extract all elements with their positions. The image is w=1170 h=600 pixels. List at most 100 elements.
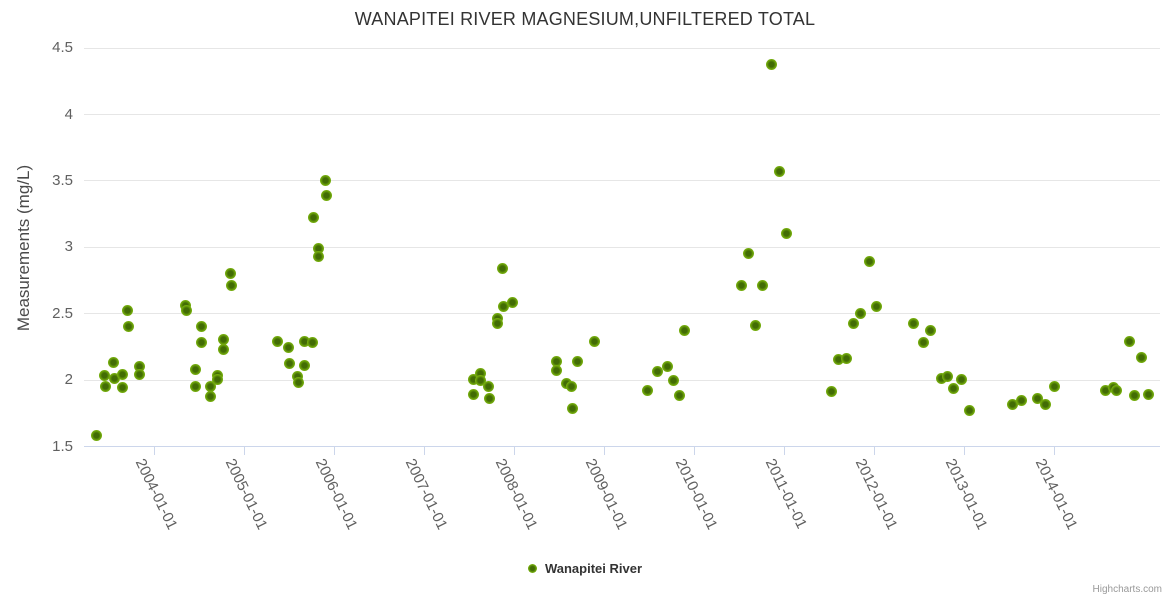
- data-point[interactable]: [189, 363, 201, 375]
- data-point[interactable]: [133, 360, 145, 372]
- legend-series-label[interactable]: Wanapitei River: [544, 561, 643, 576]
- data-point[interactable]: [272, 335, 284, 347]
- data-point[interactable]: [299, 359, 310, 371]
- data-point[interactable]: [117, 382, 129, 394]
- data-point[interactable]: [781, 228, 792, 239]
- data-point[interactable]: [907, 318, 919, 330]
- data-point[interactable]: [1016, 395, 1028, 407]
- data-point[interactable]: [661, 360, 673, 372]
- data-point[interactable]: [947, 383, 959, 395]
- x-axis-label: 2011-01-01: [761, 456, 811, 532]
- data-point[interactable]: [497, 301, 509, 313]
- data-point[interactable]: [98, 370, 110, 382]
- data-point[interactable]: [1032, 392, 1044, 404]
- data-point[interactable]: [1099, 384, 1111, 396]
- data-point[interactable]: [483, 392, 495, 404]
- data-point[interactable]: [189, 380, 201, 392]
- data-point[interactable]: [963, 404, 975, 416]
- y-axis-label: 4.5: [52, 39, 73, 57]
- data-point[interactable]: [225, 267, 237, 279]
- data-point[interactable]: [566, 403, 578, 415]
- data-point[interactable]: [507, 297, 519, 309]
- data-point[interactable]: [196, 336, 207, 348]
- data-point[interactable]: [766, 59, 777, 71]
- data-point[interactable]: [572, 355, 584, 367]
- data-point[interactable]: [1123, 335, 1135, 347]
- data-point[interactable]: [550, 355, 562, 367]
- data-point[interactable]: [123, 321, 135, 332]
- data-point[interactable]: [204, 391, 216, 403]
- data-point[interactable]: [180, 305, 192, 316]
- data-point[interactable]: [749, 319, 761, 331]
- data-point[interactable]: [320, 189, 332, 201]
- data-point[interactable]: [1136, 351, 1148, 363]
- data-point[interactable]: [90, 429, 102, 441]
- data-point[interactable]: [863, 255, 875, 267]
- data-point[interactable]: [134, 368, 146, 380]
- data-point[interactable]: [941, 371, 953, 383]
- data-point[interactable]: [313, 250, 325, 262]
- data-point[interactable]: [320, 174, 332, 186]
- data-point[interactable]: [283, 358, 295, 370]
- data-point[interactable]: [212, 374, 223, 386]
- data-point[interactable]: [924, 325, 936, 336]
- data-point[interactable]: [1048, 380, 1060, 392]
- data-point[interactable]: [551, 364, 563, 376]
- data-point[interactable]: [475, 375, 487, 387]
- legend-marker-icon: [527, 564, 537, 573]
- data-point[interactable]: [116, 368, 128, 380]
- data-point[interactable]: [1007, 399, 1019, 411]
- data-point[interactable]: [667, 375, 679, 387]
- data-point[interactable]: [1142, 388, 1154, 400]
- data-point[interactable]: [109, 372, 121, 384]
- data-point[interactable]: [1040, 399, 1052, 411]
- data-point[interactable]: [292, 376, 304, 388]
- data-point[interactable]: [679, 325, 691, 336]
- data-point[interactable]: [588, 335, 600, 347]
- data-point[interactable]: [825, 386, 837, 398]
- data-point[interactable]: [642, 384, 654, 396]
- data-point[interactable]: [1128, 390, 1140, 401]
- data-point[interactable]: [832, 354, 844, 366]
- data-point[interactable]: [1111, 384, 1123, 396]
- data-point[interactable]: [308, 212, 319, 224]
- x-axis-tick: [244, 447, 245, 455]
- data-point[interactable]: [936, 372, 947, 384]
- data-point[interactable]: [492, 318, 504, 330]
- data-point[interactable]: [855, 307, 867, 319]
- data-point[interactable]: [566, 380, 578, 392]
- y-axis-label: 3: [64, 238, 73, 256]
- data-point[interactable]: [306, 336, 318, 348]
- data-point[interactable]: [497, 262, 509, 274]
- data-point[interactable]: [204, 380, 216, 392]
- data-point[interactable]: [283, 342, 295, 354]
- data-point[interactable]: [298, 335, 310, 347]
- data-point[interactable]: [871, 301, 882, 313]
- data-point[interactable]: [773, 165, 785, 177]
- data-point[interactable]: [195, 321, 207, 332]
- data-point[interactable]: [468, 388, 480, 400]
- data-point[interactable]: [757, 279, 768, 291]
- data-point[interactable]: [673, 390, 685, 401]
- data-point[interactable]: [312, 242, 324, 254]
- highcharts-credits-link[interactable]: Highcharts.com: [1092, 584, 1162, 595]
- data-point[interactable]: [99, 380, 111, 392]
- data-point[interactable]: [225, 279, 237, 291]
- data-point[interactable]: [218, 343, 230, 355]
- data-point[interactable]: [848, 318, 860, 330]
- data-point[interactable]: [956, 374, 968, 386]
- data-point[interactable]: [122, 305, 133, 316]
- data-point[interactable]: [651, 366, 663, 378]
- legend[interactable]: Wanapitei River: [0, 561, 1170, 576]
- data-point[interactable]: [917, 336, 929, 348]
- data-point[interactable]: [742, 247, 754, 259]
- data-point[interactable]: [735, 279, 747, 291]
- data-point[interactable]: [217, 334, 229, 346]
- data-point[interactable]: [474, 367, 486, 379]
- data-point[interactable]: [467, 374, 479, 386]
- data-point[interactable]: [483, 380, 495, 392]
- data-point[interactable]: [841, 352, 853, 364]
- x-axis-label: 2014-01-01: [1031, 456, 1081, 533]
- data-point[interactable]: [108, 356, 120, 368]
- y-axis-label: 4: [64, 105, 73, 123]
